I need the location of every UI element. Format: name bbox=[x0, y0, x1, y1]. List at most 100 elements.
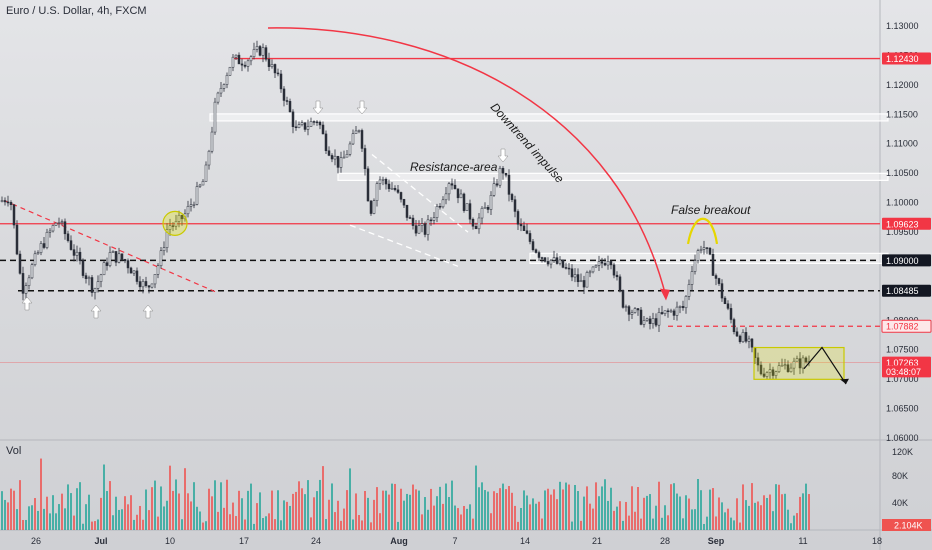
candle-body bbox=[405, 204, 409, 218]
volume-bar bbox=[463, 505, 465, 530]
volume-bar bbox=[37, 510, 39, 530]
volume-bar bbox=[397, 521, 399, 530]
candle-body bbox=[105, 262, 109, 266]
candle-body bbox=[264, 47, 268, 60]
candle-body bbox=[480, 208, 484, 219]
x-tick-label: 28 bbox=[660, 536, 670, 546]
candle-body bbox=[159, 250, 163, 266]
volume-bar bbox=[34, 498, 36, 530]
candle-body bbox=[99, 274, 103, 282]
volume-bar bbox=[259, 492, 261, 530]
candle-body bbox=[501, 168, 505, 174]
volume-bar bbox=[454, 505, 456, 530]
candle-body bbox=[570, 268, 574, 278]
volume-bar bbox=[310, 517, 312, 530]
candle-body bbox=[369, 200, 373, 214]
price-label: 1.08485 bbox=[886, 286, 919, 296]
candle-body bbox=[447, 183, 451, 195]
volume-bar bbox=[460, 514, 462, 530]
volume-bar bbox=[604, 479, 606, 530]
price-label: 1.09000 bbox=[886, 256, 919, 266]
volume-bar bbox=[670, 484, 672, 530]
x-tick-label: 10 bbox=[165, 536, 175, 546]
symbol-title: Euro / U.S. Dollar, 4h, FXCM bbox=[6, 5, 147, 17]
candle-body bbox=[477, 217, 481, 230]
candle-body bbox=[717, 278, 721, 284]
candle-body bbox=[60, 221, 64, 223]
arrow-down-icon bbox=[356, 100, 368, 115]
candle-body bbox=[33, 253, 37, 265]
volume-group bbox=[1, 458, 810, 530]
volume-bar bbox=[205, 521, 207, 530]
candle-body bbox=[525, 230, 529, 234]
candle-body bbox=[723, 297, 727, 304]
candle-body bbox=[51, 225, 55, 232]
volume-bar bbox=[331, 483, 333, 530]
volume-bar bbox=[751, 483, 753, 530]
volume-bar bbox=[550, 494, 552, 530]
volume-bar bbox=[211, 496, 213, 530]
volume-bar bbox=[739, 522, 741, 530]
volume-bar bbox=[82, 523, 84, 530]
volume-bar bbox=[1, 491, 3, 530]
y-tick-label: 1.07000 bbox=[886, 374, 919, 384]
candle-body bbox=[321, 124, 325, 135]
candle-body bbox=[792, 360, 796, 369]
candle-body bbox=[339, 157, 343, 168]
volume-bar bbox=[430, 488, 432, 530]
candle-body bbox=[696, 250, 700, 261]
candle-body bbox=[546, 261, 550, 265]
volume-bar bbox=[43, 508, 45, 530]
volume-bar bbox=[271, 490, 273, 530]
candle-body bbox=[57, 222, 61, 224]
candle-body bbox=[462, 193, 466, 211]
candle-body bbox=[573, 274, 577, 278]
candle-body bbox=[651, 318, 655, 324]
candle-body bbox=[189, 204, 193, 207]
volume-bar bbox=[415, 489, 417, 530]
volume-bar bbox=[484, 490, 486, 530]
candle-body bbox=[324, 133, 328, 152]
candle-body bbox=[744, 332, 748, 342]
volume-bar bbox=[562, 489, 564, 530]
volume-bar bbox=[85, 504, 87, 530]
volume-bar bbox=[673, 483, 675, 530]
candle-body bbox=[558, 259, 562, 264]
volume-bar bbox=[664, 505, 666, 530]
candle-body bbox=[258, 46, 262, 56]
candle-body bbox=[693, 260, 697, 272]
volume-bar bbox=[808, 494, 810, 530]
volume-bar bbox=[112, 515, 114, 530]
annotation-resistance: Resistance-area bbox=[410, 160, 498, 174]
volume-bar bbox=[241, 498, 243, 530]
volume-bar bbox=[634, 511, 636, 530]
volume-bar bbox=[688, 498, 690, 530]
volume-label-bg bbox=[882, 519, 931, 531]
candles-group bbox=[0, 40, 811, 380]
candle-body bbox=[261, 47, 265, 56]
volume-bar bbox=[73, 515, 75, 530]
volume-bar bbox=[802, 493, 804, 530]
volume-bar bbox=[778, 484, 780, 530]
volume-bar bbox=[766, 497, 768, 530]
candle-body bbox=[786, 364, 790, 373]
y-tick-label: 1.07500 bbox=[886, 345, 919, 355]
volume-bar bbox=[166, 500, 168, 530]
volume-bar bbox=[799, 496, 801, 530]
volume-bar bbox=[784, 493, 786, 530]
candle-body bbox=[195, 186, 199, 205]
volume-bar bbox=[217, 511, 219, 530]
candle-body bbox=[639, 309, 643, 325]
x-tick-label: Jul bbox=[94, 536, 107, 546]
candle-body bbox=[84, 275, 88, 279]
volume-bar bbox=[298, 481, 300, 530]
candle-body bbox=[516, 211, 520, 225]
volume-bar bbox=[208, 488, 210, 530]
candle-body bbox=[135, 270, 139, 282]
volume-bar bbox=[277, 490, 279, 530]
volume-bar bbox=[28, 506, 30, 530]
volume-bar bbox=[172, 490, 174, 530]
volume-bar bbox=[160, 486, 162, 530]
volume-bar bbox=[631, 486, 633, 530]
